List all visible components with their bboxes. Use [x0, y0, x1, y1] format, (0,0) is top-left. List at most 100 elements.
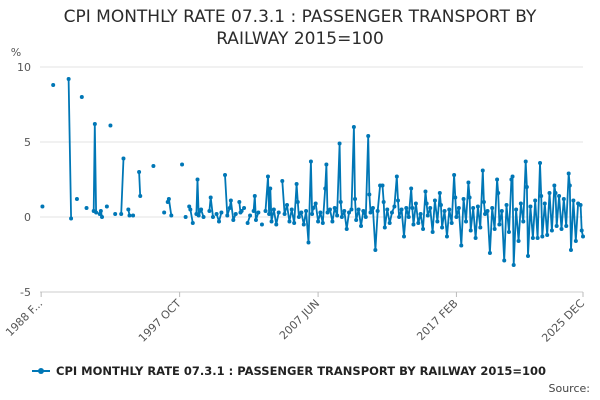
data-point [552, 183, 557, 188]
data-point [528, 204, 533, 209]
data-point [207, 209, 212, 213]
legend-series-label: CPI MONTHLY RATE 07.3.1 : PASSENGER TRAN… [56, 364, 546, 378]
legend[interactable]: CPI MONTHLY RATE 07.3.1 : PASSENGER TRAN… [32, 364, 546, 378]
data-point [267, 212, 272, 216]
data-point [98, 209, 103, 213]
data-point [127, 213, 132, 218]
data-point [464, 219, 469, 224]
data-point [516, 239, 521, 243]
data-point [274, 222, 279, 227]
data-point [579, 228, 584, 233]
data-point [308, 159, 313, 164]
data-point [397, 215, 402, 219]
data-point [245, 221, 250, 225]
data-point [418, 212, 423, 216]
data-point [190, 221, 195, 225]
data-point [367, 192, 372, 197]
data-point [438, 203, 443, 207]
data-point [108, 123, 113, 128]
data-point [542, 201, 547, 206]
data-point [578, 203, 583, 207]
data-point [553, 191, 558, 195]
x-tick-label: 2025 DEC [539, 297, 587, 345]
data-point [466, 180, 471, 185]
data-point [316, 219, 321, 224]
data-point [478, 225, 483, 230]
data-point [97, 212, 102, 216]
data-point [183, 215, 188, 219]
data-point [404, 206, 409, 210]
data-point [540, 234, 545, 239]
y-tick-label: 0 [24, 211, 31, 224]
data-point [121, 156, 126, 161]
data-point [214, 212, 219, 216]
data-point [554, 224, 559, 228]
data-point [373, 248, 378, 252]
data-point [313, 201, 318, 206]
data-point [187, 204, 192, 209]
legend-series-marker [32, 366, 50, 376]
data-point [437, 191, 442, 195]
data-point [495, 177, 500, 182]
data-point [432, 198, 437, 203]
data-point [492, 227, 497, 231]
data-point [425, 213, 430, 218]
data-point [514, 207, 519, 212]
data-point [409, 186, 414, 191]
data-point [280, 179, 285, 183]
data-point [335, 213, 340, 218]
data-point [449, 221, 454, 225]
data-point [524, 185, 529, 189]
data-point [523, 159, 528, 164]
data-point [468, 228, 473, 233]
data-point [567, 183, 572, 188]
y-tick-label: 5 [24, 136, 31, 149]
data-point [581, 234, 585, 239]
data-point [195, 177, 200, 182]
data-point [481, 200, 486, 204]
data-point [119, 212, 124, 216]
data-point [421, 227, 426, 231]
data-point [259, 222, 264, 227]
data-point [533, 198, 538, 203]
data-point [165, 200, 170, 204]
data-point [430, 230, 435, 234]
data-point [79, 95, 84, 99]
data-point [461, 197, 466, 201]
data-point [285, 203, 290, 207]
data-point [269, 219, 274, 224]
data-point [547, 191, 552, 195]
data-point [242, 206, 247, 210]
data-point [518, 201, 523, 206]
data-point [251, 209, 256, 213]
data-point [485, 209, 490, 213]
data-point [252, 194, 257, 198]
data-point [375, 209, 380, 213]
data-point [435, 219, 440, 224]
data-point [338, 200, 343, 204]
data-point [199, 207, 204, 212]
data-point [263, 209, 268, 213]
data-point [356, 207, 361, 212]
data-point [509, 177, 514, 182]
data-point [394, 174, 399, 179]
data-point [573, 239, 578, 243]
data-point [299, 210, 304, 215]
data-point [268, 186, 273, 191]
data-point [287, 219, 292, 224]
data-point [304, 209, 309, 213]
data-point [332, 206, 337, 210]
data-point [399, 207, 404, 212]
x-tick-label: 2017 FEB [414, 297, 460, 343]
data-point [295, 200, 300, 204]
data-point [233, 212, 238, 216]
data-point [74, 197, 79, 201]
data-point [196, 213, 201, 218]
data-point [385, 207, 390, 212]
data-point [325, 210, 330, 215]
source-label: Source: [548, 382, 591, 395]
data-point [483, 212, 488, 216]
data-point [410, 206, 415, 210]
data-point [480, 168, 485, 173]
